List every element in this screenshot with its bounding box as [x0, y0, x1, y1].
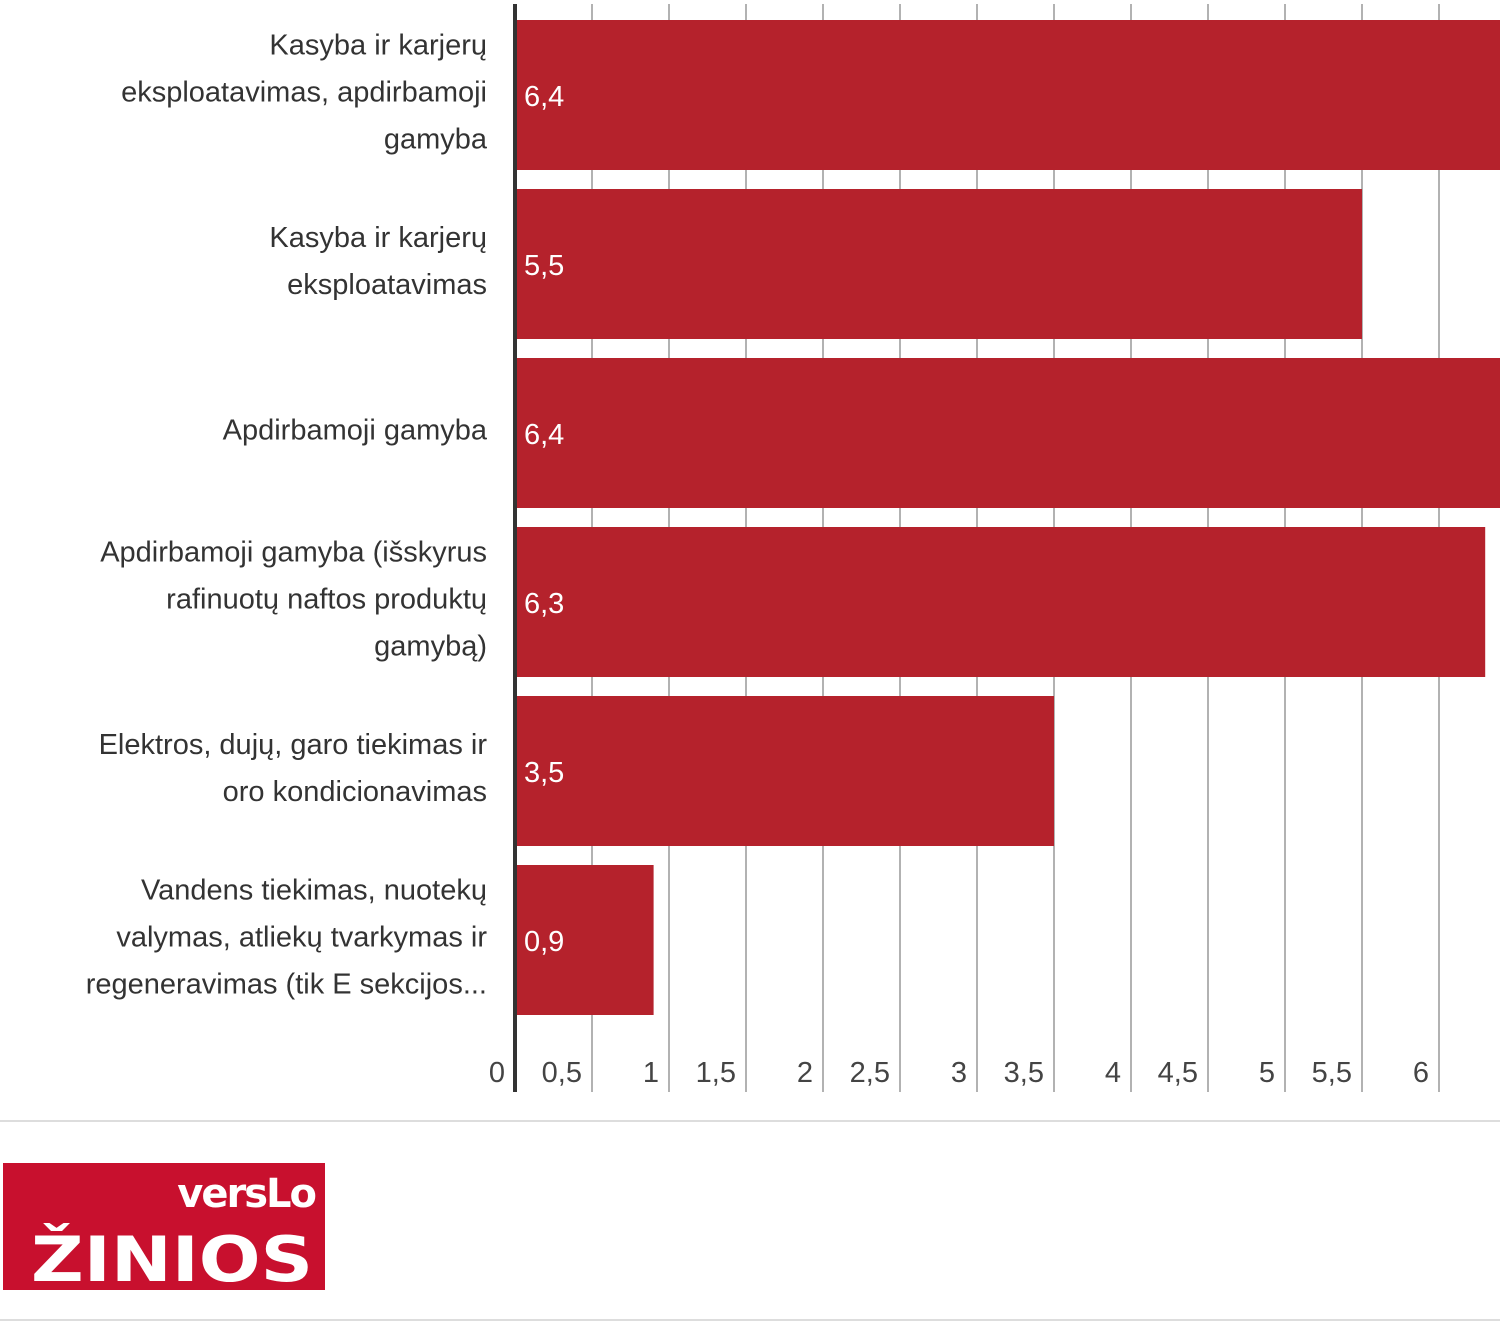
x-tick-label: 0,5 — [542, 1057, 582, 1089]
category-label-line: gamyba — [383, 123, 487, 156]
category-label-line: Vandens tiekimas, nuotekų — [140, 874, 487, 907]
category-label-line: eksploatavimas — [287, 269, 487, 301]
bars: 6,4 5,5 6,4 6,3 3,5 0,9 — [515, 20, 1500, 1015]
category-label-line: rafinuotų naftos produktų — [166, 583, 487, 616]
category-label: Elektros, dujų, garo tiekimas ir oro kond… — [99, 722, 487, 816]
x-tick-label: 1,5 — [696, 1057, 736, 1089]
svg-text:ŽINIOS: ŽINIOS — [31, 1223, 313, 1290]
svg-text:versLo: versLo — [177, 1171, 315, 1217]
bar — [515, 696, 1054, 846]
x-tick-label: 2 — [797, 1057, 813, 1089]
category-label: Apdirbamoji gamyba (išskyrus rafinuotų na… — [100, 530, 487, 671]
x-tick-label: 3 — [951, 1057, 967, 1089]
x-tick-label: 1 — [643, 1057, 659, 1089]
data-label: 3,5 — [524, 757, 564, 789]
bar-chart: 6,4 5,5 6,4 6,3 3,5 0,9 0 0,5 1 1,5 2 2,5 3 3,5 4 4,5 5… — [489, 4, 1500, 1092]
category-label-line: gamybą) — [374, 630, 487, 663]
x-tick-label: 2,5 — [850, 1057, 890, 1089]
category-label-line: oro kondicionavimas — [222, 776, 487, 808]
category-label-line: Kasyba ir karjerų — [269, 222, 487, 254]
x-tick-label: 4,5 — [1158, 1057, 1198, 1089]
x-tick-labels: 0 0,5 1 1,5 2 2,5 3 3,5 4 4,5 5 5,5 6 — [489, 1057, 1429, 1089]
bar — [515, 189, 1362, 339]
x-tick-label: 0 — [489, 1057, 505, 1089]
footer-divider-top — [0, 1120, 1500, 1122]
x-tick-label: 4 — [1105, 1057, 1121, 1089]
x-tick-label: 6 — [1413, 1057, 1429, 1089]
category-label: Kasyba ir karjerų eksploatavimas, apdirba… — [121, 23, 487, 164]
versLo-zinios-logo: versLo ŽINIOS — [3, 1163, 325, 1290]
category-label-line: Elektros, dujų, garo tiekimas ir — [98, 729, 487, 761]
bar — [515, 865, 654, 1015]
data-label: 0,9 — [524, 926, 564, 958]
bar — [515, 358, 1500, 508]
category-label-line: Kasyba ir karjerų — [269, 29, 487, 62]
data-label: 6,4 — [524, 81, 564, 113]
category-label: Apdirbamoji gamyba — [223, 408, 487, 455]
data-label: 6,4 — [524, 419, 564, 451]
category-label: Kasyba ir karjerų eksploatavimas — [269, 215, 487, 309]
footer-divider-bottom — [0, 1319, 1500, 1321]
category-label-line: regeneravimas (tik E sekcijos... — [85, 968, 487, 1001]
x-tick-label: 5,5 — [1312, 1057, 1352, 1089]
bar — [515, 20, 1500, 170]
x-tick-label: 3,5 — [1004, 1057, 1044, 1089]
bar — [515, 527, 1486, 677]
category-label-line: eksploatavimas, apdirbamoji — [121, 76, 487, 109]
category-label-line: Apdirbamoji gamyba — [222, 414, 487, 447]
x-tick-label: 5 — [1259, 1057, 1275, 1089]
data-label: 5,5 — [524, 250, 564, 282]
category-label: Vandens tiekimas, nuotekų valymas, atliek… — [86, 868, 487, 1009]
category-label-line: valymas, atliekų tvarkymas ir — [116, 921, 487, 954]
data-label: 6,3 — [524, 588, 564, 620]
category-label-line: Apdirbamoji gamyba (išskyrus — [100, 536, 487, 569]
